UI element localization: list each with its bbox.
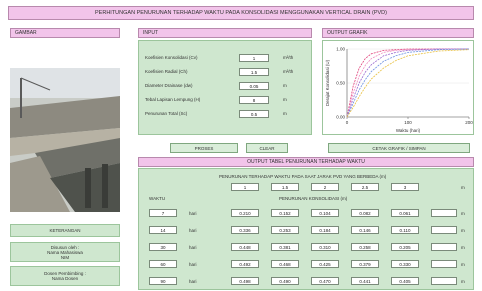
input-unit: m [283,111,287,116]
result-field: 0.110 [391,226,419,234]
result-field: 0.441 [351,277,379,285]
time-field[interactable]: 90 [149,277,177,285]
spacing-unit: m [461,185,465,190]
input-label: Koefisien Radial (Ch) [145,69,188,74]
result-field: 0.258 [351,243,379,251]
result-field: 0.470 [311,277,339,285]
result-field: 0.405 [391,277,419,285]
result-field: 0.061 [391,209,419,217]
input-field[interactable]: 1.5 [239,68,269,76]
input-unit: m [283,97,287,102]
spacing-field: 1 [231,183,259,191]
result-field: 0.253 [271,226,299,234]
result-field: 0.310 [311,243,339,251]
input-field[interactable]: 8 [239,96,269,104]
result-blank [431,209,457,217]
result-unit: m [461,211,465,216]
title-bar: PERHITUNGAN PENURUNAN TERHADAP WAKTU PAD… [8,6,474,20]
x-axis-label: Waktu (hari) [396,128,421,133]
time-field[interactable]: 7 [149,209,177,217]
time-field[interactable]: 14 [149,226,177,234]
input-header: INPUT [138,28,312,38]
result-subtitle: PENURUNAN KONSOLIDASI (m) [279,196,347,201]
image-header: GAMBAR [10,28,120,38]
x-tick-label: 0 [346,120,349,125]
input-unit: m²/th [283,55,293,60]
input-unit: m [283,83,287,88]
result-field: 0.468 [271,260,299,268]
input-label: Penurunan Total (Sc) [145,111,187,116]
input-unit: m²/th [283,69,293,74]
result-blank [431,226,457,234]
input-label: Tebal Lapisan Lempung (H) [145,97,200,102]
y-tick-label: 1.00 [336,47,345,52]
y-axis-label: Derajat Konsolidasi (U) [325,59,330,106]
chart-header: OUTPUT GRAFIK [322,28,474,38]
input-panel: Koefisien Konsolidasi (Cv) 1 m²/th Koefisie… [138,40,312,135]
result-blank [431,243,457,251]
result-unit: m [461,279,465,284]
result-field: 0.448 [231,243,259,251]
spacing-field: 2 [311,183,339,191]
lecturer-line: Nama Dosen [52,276,78,281]
result-field: 0.205 [391,243,419,251]
result-unit: m [461,262,465,267]
clear-button[interactable]: CLEAR [246,143,288,153]
result-blank [431,277,457,285]
app-window: { "header": {"title": "PERHITUNGAN PENUR… [0,0,482,291]
time-unit: hari [189,211,197,216]
input-field[interactable]: 1 [239,54,269,62]
result-field: 0.379 [351,260,379,268]
time-label: WAKTU [149,196,165,201]
series-line [347,50,469,117]
result-field: 0.184 [311,226,339,234]
spacing-field: 1.5 [271,183,299,191]
table-subtitle: PENURUNAN TERHADAP WAKTU PADA SAAT JARAK… [219,174,386,179]
lecturer-box: Dosen Pembimbing :Nama Dosen [10,266,120,286]
time-field[interactable]: 30 [149,243,177,251]
result-field: 0.146 [351,226,379,234]
result-unit: m [461,245,465,250]
spacing-field: 3 [391,183,419,191]
x-tick-label: 200 [465,120,473,125]
chart: 0.00 0.50 1.00 0 100 200 Waktu (hari) Derajat K… [322,40,474,135]
spacing-field: 2.5 [351,183,379,191]
result-field: 0.210 [231,209,259,217]
input-label: Koefisien Konsolidasi (Cv) [145,55,198,60]
construction-photo [10,68,120,212]
result-field: 0.336 [231,226,259,234]
result-field: 0.381 [271,243,299,251]
info-header: KETERANGAN [10,224,120,237]
table-panel: PENURUNAN TERHADAP WAKTU PADA SAAT JARAK… [138,168,474,290]
result-field: 0.425 [311,260,339,268]
y-tick-label: 0.50 [336,81,345,86]
result-field: 0.104 [311,209,339,217]
result-field: 0.490 [271,277,299,285]
x-tick-label: 100 [404,120,412,125]
process-button[interactable]: PROSES [170,143,238,153]
result-field: 0.152 [271,209,299,217]
result-blank [431,260,457,268]
time-unit: hari [189,228,197,233]
result-field: 0.498 [231,277,259,285]
info-title: KETERANGAN [49,228,80,233]
time-unit: hari [189,245,197,250]
time-field[interactable]: 60 [149,260,177,268]
input-label: Diameter Drainase (dw) [145,83,193,88]
result-field: 0.082 [351,209,379,217]
result-field: 0.492 [231,260,259,268]
input-field[interactable]: 0.5 [239,110,269,118]
table-header: OUTPUT TABEL PENURUNAN TERHADAP WAKTU [138,157,474,167]
time-unit: hari [189,279,197,284]
result-field: 0.330 [391,260,419,268]
input-field[interactable]: 0.05 [239,82,269,90]
time-unit: hari [189,262,197,267]
print-button[interactable]: CETAK GRAFIK / SIMPAN [328,143,470,153]
result-unit: m [461,228,465,233]
author-line: NIM [61,255,69,260]
y-tick-label: 0.00 [336,115,345,120]
